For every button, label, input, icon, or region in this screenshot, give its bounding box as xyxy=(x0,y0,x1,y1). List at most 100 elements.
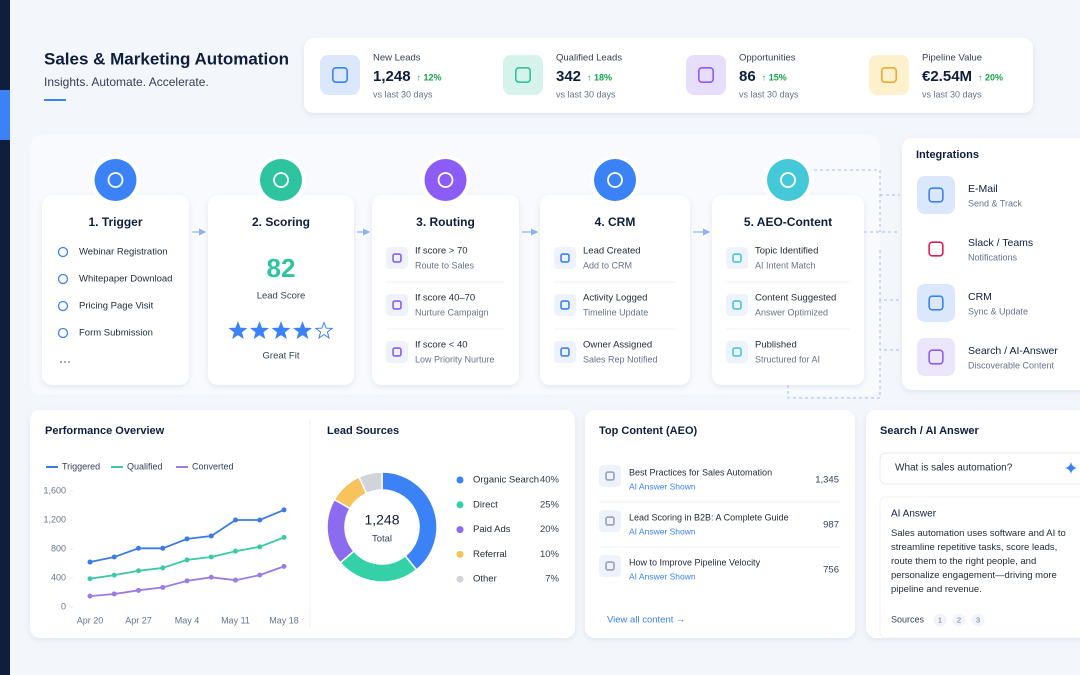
point xyxy=(87,576,93,582)
y-tick-label: 1,200 xyxy=(43,514,66,524)
icon-bg xyxy=(917,338,955,376)
icon-bg xyxy=(917,230,955,268)
kpi-note: vs last 30 days xyxy=(373,89,433,99)
source-number: 2 xyxy=(957,615,961,624)
icon-bg xyxy=(503,55,543,95)
item-title: If score > 70 xyxy=(415,246,468,257)
item-sub: Add to CRM xyxy=(583,260,632,270)
point xyxy=(136,587,141,593)
item-sub: Structured for AI xyxy=(755,354,820,364)
legend-label: Qualified xyxy=(127,461,163,471)
content-title: Lead Scoring in B2B: A Complete Guide xyxy=(629,512,789,522)
more-dot xyxy=(68,361,70,363)
integration-title: E-Mail xyxy=(968,183,998,195)
icon-glyph xyxy=(560,347,570,357)
icon-glyph xyxy=(732,300,742,310)
step-card xyxy=(208,195,354,385)
source-chip[interactable] xyxy=(933,613,947,627)
step-icon-glyph xyxy=(437,172,454,188)
step-icon-glyph xyxy=(780,172,796,188)
icon-glyph xyxy=(605,561,615,571)
icon-glyph xyxy=(560,253,570,263)
step-icon xyxy=(94,159,137,201)
step-icon xyxy=(767,159,809,201)
y-tick-label: 400 xyxy=(51,572,66,582)
icon-bg xyxy=(320,55,360,95)
point xyxy=(184,557,190,563)
icon-bg xyxy=(686,55,726,95)
chart-title: Performance Overview xyxy=(45,425,165,437)
lead-score-label: Lead Score xyxy=(257,291,306,302)
point xyxy=(208,533,214,539)
rating-star xyxy=(293,321,312,340)
source-chip[interactable] xyxy=(971,613,985,627)
y-tick-label: 0 xyxy=(61,601,66,611)
kpi-note: vs last 30 days xyxy=(739,89,799,99)
source-chip[interactable] xyxy=(952,613,966,627)
kpi-change: ↑ 15% xyxy=(762,72,787,82)
x-tick-label: May 18 xyxy=(269,615,299,625)
point xyxy=(87,559,93,565)
item-sub: Timeline Update xyxy=(583,307,648,317)
x-tick-label: Apr 27 xyxy=(125,615,152,625)
step-icon-glyph xyxy=(107,172,124,188)
icon-bg xyxy=(599,465,621,487)
x-tick-label: May 11 xyxy=(221,615,250,625)
point xyxy=(257,572,263,578)
x-tick-label: Apr 20 xyxy=(77,615,104,625)
y-tick-label: 1,600 xyxy=(43,485,66,495)
more-dot xyxy=(60,361,62,363)
point xyxy=(233,577,238,583)
view-all-link[interactable]: View all content → xyxy=(607,615,686,626)
icon-bg xyxy=(726,294,748,316)
step-title: 1. Trigger xyxy=(88,215,142,229)
kpi-label: Pipeline Value xyxy=(922,53,982,64)
point xyxy=(208,574,214,580)
step-title: 4. CRM xyxy=(595,215,636,229)
legend-label: Converted xyxy=(192,461,234,471)
kpi-value: €2.54M xyxy=(922,68,972,85)
step-icon xyxy=(424,159,467,201)
section-title: Top Content (AEO) xyxy=(599,425,697,437)
icon-bg xyxy=(599,510,621,532)
point xyxy=(111,572,117,578)
item-sub: AI Intent Match xyxy=(755,260,816,270)
kpi-card xyxy=(304,38,1033,113)
step-icon xyxy=(594,159,636,201)
legend-dot xyxy=(456,501,464,509)
icon-glyph xyxy=(732,253,742,263)
kpi-change: ↑ 20% xyxy=(978,72,1003,82)
item-title: Topic Identified xyxy=(755,246,818,257)
legend-dot xyxy=(456,550,464,558)
item-icon xyxy=(57,300,69,312)
sidebar xyxy=(0,0,10,675)
icon-bg xyxy=(386,341,408,363)
icon-glyph xyxy=(331,67,348,84)
icon-glyph xyxy=(605,516,615,526)
item-title: If score < 40 xyxy=(415,340,468,351)
title-underline xyxy=(44,99,66,101)
item-title: Owner Assigned xyxy=(583,340,652,351)
item-icon xyxy=(57,327,69,339)
icon-glyph xyxy=(392,300,402,310)
point xyxy=(281,563,287,569)
icon-glyph xyxy=(392,253,402,263)
content-views: 1,345 xyxy=(815,475,839,486)
step-title: 5. AEO-Content xyxy=(744,215,832,229)
legend-label: Organic Search xyxy=(473,475,539,486)
point xyxy=(136,545,141,551)
step-card xyxy=(712,195,864,385)
source-number: 1 xyxy=(938,615,942,624)
kpi-value: 342 xyxy=(556,68,581,85)
item-title: Lead Created xyxy=(583,246,641,257)
x-tick-label: May 4 xyxy=(175,615,200,625)
icon-bg xyxy=(554,294,576,316)
y-tick-label: 800 xyxy=(51,543,66,553)
answer-wrap: Sales automation uses software and AI to… xyxy=(891,528,1066,595)
kpi-label: Qualified Leads xyxy=(556,53,622,64)
integration-sub: Discoverable Content xyxy=(968,360,1055,370)
point xyxy=(160,565,166,571)
icon-glyph xyxy=(928,295,944,311)
step-card xyxy=(42,195,189,385)
